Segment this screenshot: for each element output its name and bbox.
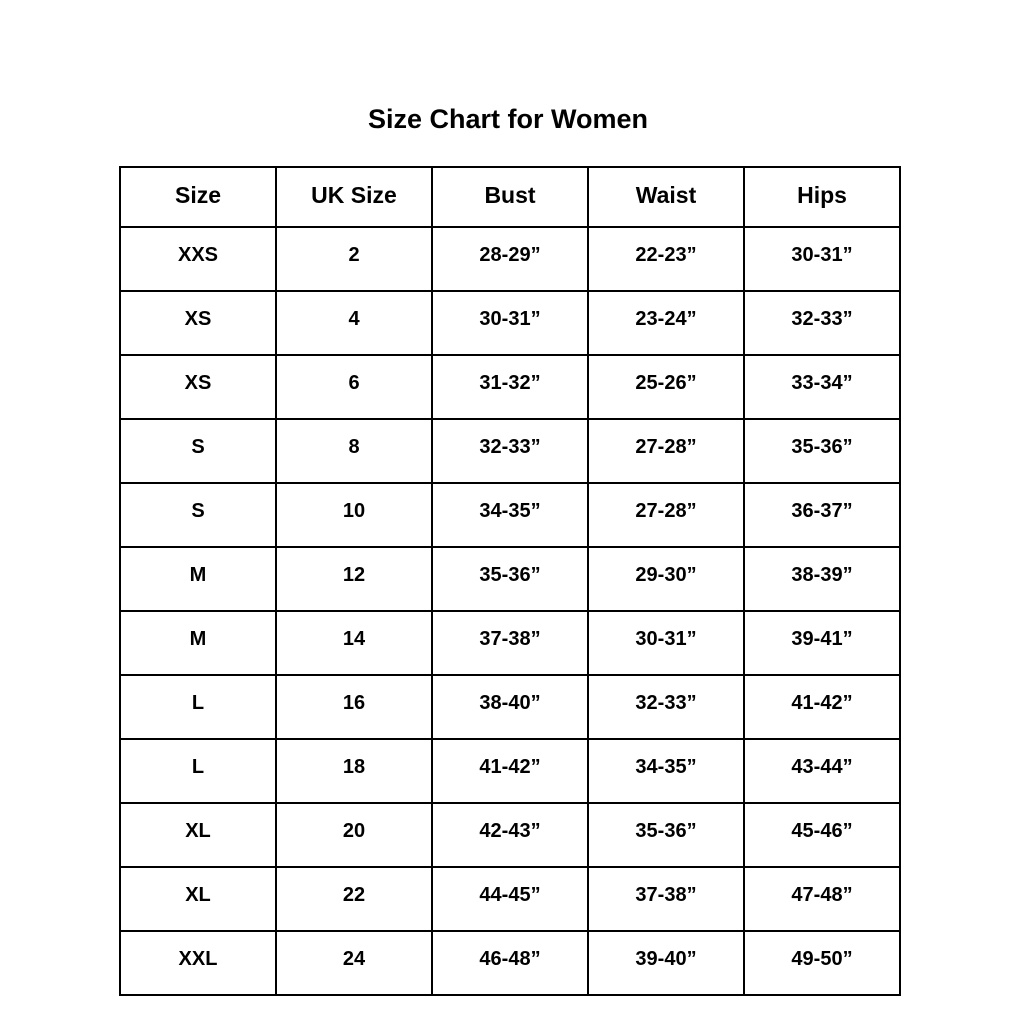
cell-uk-size: 6 — [275, 354, 433, 420]
cell-hips: 41-42” — [743, 674, 901, 740]
table-row: S 8 32-33” 27-28” 35-36” — [119, 418, 901, 484]
header-row: Size UK Size Bust Waist Hips — [119, 166, 901, 228]
cell-hips: 38-39” — [743, 546, 901, 612]
cell-waist: 35-36” — [587, 802, 745, 868]
cell-bust: 41-42” — [431, 738, 589, 804]
cell-uk-size: 24 — [275, 930, 433, 996]
table-row: L 18 41-42” 34-35” 43-44” — [119, 738, 901, 804]
cell-hips: 35-36” — [743, 418, 901, 484]
cell-waist: 37-38” — [587, 866, 745, 932]
table-row: S 10 34-35” 27-28” 36-37” — [119, 482, 901, 548]
cell-hips: 47-48” — [743, 866, 901, 932]
table-row: XL 20 42-43” 35-36” 45-46” — [119, 802, 901, 868]
page-title: Size Chart for Women — [367, 104, 649, 134]
cell-size: M — [119, 546, 277, 612]
column-header-size: Size — [119, 166, 277, 228]
cell-uk-size: 22 — [275, 866, 433, 932]
cell-waist: 34-35” — [587, 738, 745, 804]
cell-uk-size: 14 — [275, 610, 433, 676]
cell-hips: 49-50” — [743, 930, 901, 996]
cell-size: XL — [119, 802, 277, 868]
table-row: L 16 38-40” 32-33” 41-42” — [119, 674, 901, 740]
table-row: XS 4 30-31” 23-24” 32-33” — [119, 290, 901, 356]
cell-hips: 30-31” — [743, 226, 901, 292]
cell-bust: 46-48” — [431, 930, 589, 996]
cell-size: S — [119, 418, 277, 484]
column-header-waist: Waist — [587, 166, 745, 228]
cell-bust: 38-40” — [431, 674, 589, 740]
cell-size: L — [119, 674, 277, 740]
table-row: XS 6 31-32” 25-26” 33-34” — [119, 354, 901, 420]
cell-uk-size: 20 — [275, 802, 433, 868]
cell-bust: 37-38” — [431, 610, 589, 676]
table-row: XXL 24 46-48” 39-40” 49-50” — [119, 930, 901, 996]
cell-bust: 28-29” — [431, 226, 589, 292]
cell-bust: 34-35” — [431, 482, 589, 548]
size-chart-table: Size UK Size Bust Waist Hips XXS 2 28-29” 22-23… — [119, 166, 901, 996]
cell-size: XS — [119, 290, 277, 356]
cell-size: XS — [119, 354, 277, 420]
table-row: XXS 2 28-29” 22-23” 30-31” — [119, 226, 901, 292]
column-header-uk-size: UK Size — [275, 166, 433, 228]
cell-uk-size: 4 — [275, 290, 433, 356]
cell-uk-size: 10 — [275, 482, 433, 548]
cell-uk-size: 2 — [275, 226, 433, 292]
cell-waist: 25-26” — [587, 354, 745, 420]
cell-uk-size: 18 — [275, 738, 433, 804]
cell-waist: 39-40” — [587, 930, 745, 996]
cell-bust: 30-31” — [431, 290, 589, 356]
cell-size: S — [119, 482, 277, 548]
cell-bust: 32-33” — [431, 418, 589, 484]
cell-waist: 30-31” — [587, 610, 745, 676]
column-header-bust: Bust — [431, 166, 589, 228]
cell-waist: 22-23” — [587, 226, 745, 292]
cell-hips: 32-33” — [743, 290, 901, 356]
cell-waist: 27-28” — [587, 482, 745, 548]
cell-waist: 32-33” — [587, 674, 745, 740]
cell-hips: 39-41” — [743, 610, 901, 676]
cell-waist: 23-24” — [587, 290, 745, 356]
cell-hips: 45-46” — [743, 802, 901, 868]
cell-uk-size: 12 — [275, 546, 433, 612]
cell-size: XXS — [119, 226, 277, 292]
cell-waist: 27-28” — [587, 418, 745, 484]
column-header-hips: Hips — [743, 166, 901, 228]
table-row: XL 22 44-45” 37-38” 47-48” — [119, 866, 901, 932]
cell-bust: 42-43” — [431, 802, 589, 868]
cell-hips: 43-44” — [743, 738, 901, 804]
cell-bust: 44-45” — [431, 866, 589, 932]
cell-hips: 33-34” — [743, 354, 901, 420]
cell-hips: 36-37” — [743, 482, 901, 548]
table-header: Size UK Size Bust Waist Hips — [119, 166, 901, 228]
cell-bust: 31-32” — [431, 354, 589, 420]
cell-uk-size: 8 — [275, 418, 433, 484]
cell-size: XXL — [119, 930, 277, 996]
cell-size: XL — [119, 866, 277, 932]
table-row: M 14 37-38” 30-31” 39-41” — [119, 610, 901, 676]
cell-bust: 35-36” — [431, 546, 589, 612]
table-row: M 12 35-36” 29-30” 38-39” — [119, 546, 901, 612]
cell-waist: 29-30” — [587, 546, 745, 612]
cell-size: M — [119, 610, 277, 676]
table-body: XXS 2 28-29” 22-23” 30-31” XS 4 30-31” 23-24” 32-… — [119, 226, 901, 996]
cell-size: L — [119, 738, 277, 804]
cell-uk-size: 16 — [275, 674, 433, 740]
